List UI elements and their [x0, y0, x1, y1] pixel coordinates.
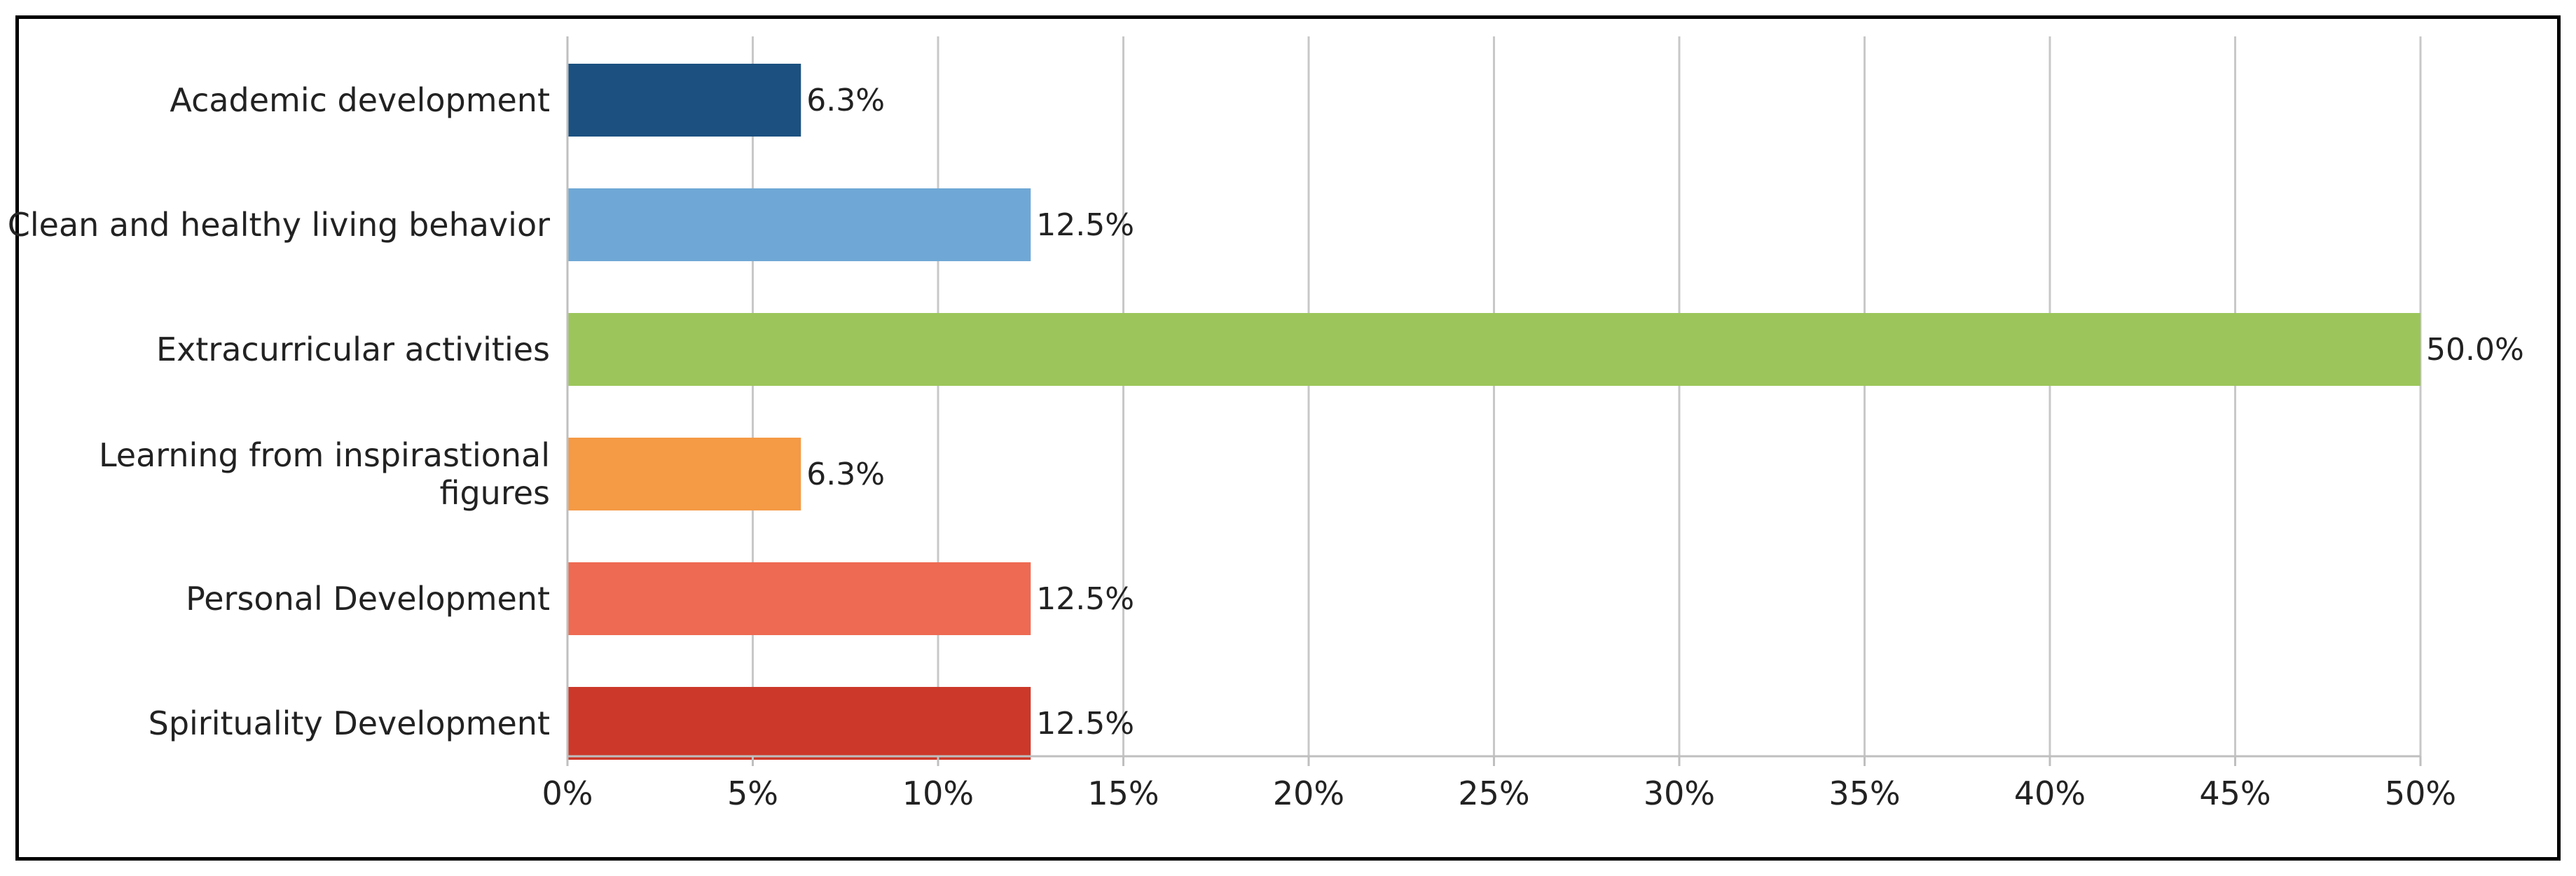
data-label: 12.5%	[1036, 581, 1134, 617]
bar	[567, 687, 1031, 760]
data-label: 6.3%	[806, 457, 885, 492]
x-tick-label: 10%	[902, 774, 974, 812]
x-tick-label: 15%	[1087, 774, 1159, 812]
category-label: Learning from inspirastional figures	[99, 436, 550, 512]
data-label: 12.5%	[1036, 207, 1134, 243]
category-label: Clean and healthy living behavior	[8, 206, 550, 244]
bar	[567, 562, 1031, 635]
bar	[567, 438, 801, 510]
x-tick-label: 45%	[2199, 774, 2271, 812]
x-tick-label: 50%	[2385, 774, 2456, 812]
data-label: 12.5%	[1036, 706, 1134, 742]
x-tick-label: 0%	[542, 774, 593, 812]
data-labels: 6.3% 12.5% 50.0% 6.3% 12.5% 12.5%	[806, 83, 2524, 742]
gridlines	[752, 36, 2422, 756]
x-tick-label: 30%	[1644, 774, 1715, 812]
category-label: Spirituality Development	[149, 704, 550, 742]
x-tick-label: 25%	[1458, 774, 1529, 812]
chart-frame	[15, 15, 2561, 861]
x-tick-label: 35%	[1828, 774, 1900, 812]
category-label: Extracurricular activities	[156, 331, 550, 368]
bars	[567, 64, 2420, 760]
x-axis: 0% 5% 10% 15% 20% 25% 30% 35% 40% 45% 50%	[542, 36, 2456, 812]
x-tick-label: 40%	[2014, 774, 2086, 812]
bar	[567, 313, 2420, 386]
bar	[567, 64, 801, 137]
x-tick-label: 5%	[727, 774, 778, 812]
x-tick-label: 20%	[1273, 774, 1344, 812]
category-label: Academic development	[170, 81, 550, 119]
category-label: Personal Development	[186, 580, 550, 618]
category-labels: Academic development Clean and healthy li…	[8, 81, 550, 742]
data-label: 50.0%	[2426, 332, 2524, 368]
data-label: 6.3%	[806, 83, 885, 118]
bar	[567, 188, 1031, 261]
